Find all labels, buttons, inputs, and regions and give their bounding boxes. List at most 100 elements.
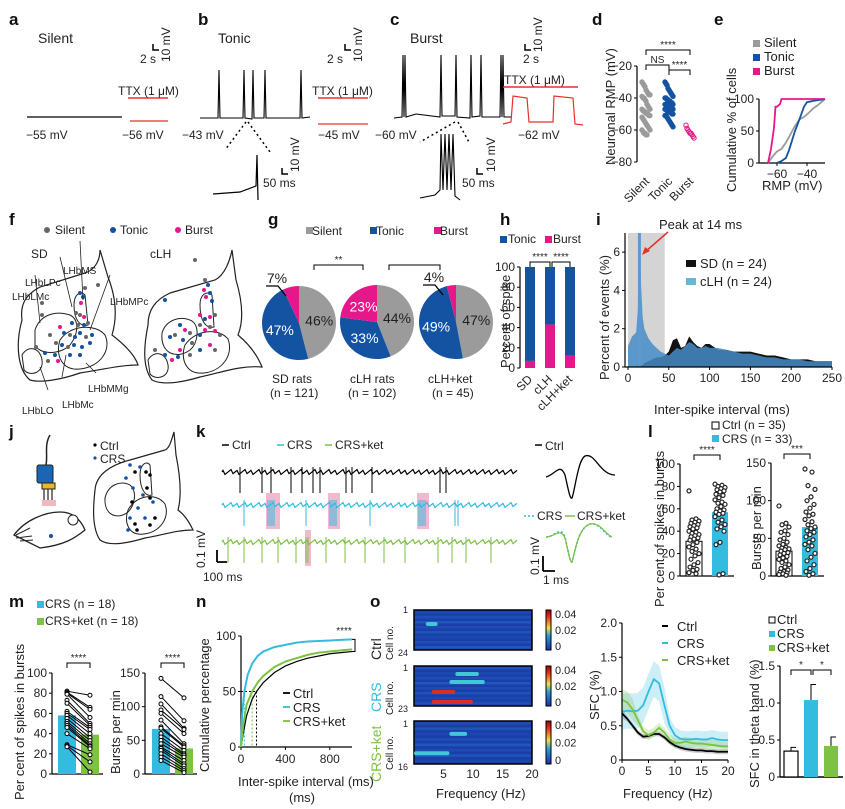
panel-c-traces — [393, 44, 584, 201]
o-sfc-xlabel: Frequency (Hz) — [623, 786, 713, 801]
g-legend-tonic: Tonic — [376, 224, 405, 238]
l1-point — [687, 537, 693, 543]
panel-b-traces — [200, 44, 368, 201]
n-xlabel-units: (ms) — [289, 790, 315, 805]
l1-point — [692, 553, 698, 559]
f-dot-clh — [173, 333, 177, 337]
o-theta-legend-swatch — [769, 631, 775, 637]
d-sig-1 — [645, 49, 691, 55]
f-dot-sd — [76, 323, 80, 327]
l-legend-crs: CRS (n = 33) — [722, 432, 793, 446]
d-point-silent — [647, 106, 653, 112]
l2-point — [805, 547, 811, 553]
o-theta-ytick-label: 1.5 — [758, 659, 775, 673]
f-dot-clh — [193, 258, 197, 262]
n-ytick-label: 50 — [223, 685, 237, 699]
j-dot — [153, 516, 157, 520]
j-dot — [138, 465, 142, 469]
o-y3-first: 1 — [403, 719, 409, 729]
ttx-label-b: TTX (1 μM) — [312, 84, 373, 98]
ttx-baseline-c: −62 mV — [518, 128, 560, 142]
f-dot-sd — [80, 345, 84, 349]
o-heatmap-row — [415, 702, 531, 705]
f-dot-sd — [78, 331, 82, 335]
m1-pair-line — [66, 692, 91, 710]
o-heatmap-xtick-label: 20 — [525, 767, 539, 781]
g-sig-1 — [313, 264, 364, 270]
g-legend-swatch — [434, 227, 441, 234]
chart-l: 0 20 40 60 80 100 **** 0 50 100 150 *** — [655, 444, 824, 583]
k-legend-crsket: CRS+ket — [335, 438, 384, 452]
panel-label-l: l — [648, 422, 653, 441]
k-wave-crsket-label: CRS+ket — [577, 509, 626, 523]
o-sfc-xtick-label: 15 — [695, 764, 709, 778]
l2-point — [806, 572, 812, 578]
d-sig-1-label: **** — [660, 40, 676, 51]
panel-a-traces — [27, 44, 168, 122]
h-bar-burst — [525, 360, 535, 368]
f-dot-sd — [53, 353, 57, 357]
m1-pair-line — [66, 727, 91, 748]
l2-point — [807, 505, 813, 511]
m2-ytick-label: 150 — [120, 666, 140, 680]
i-ytick-label: 4 — [613, 283, 620, 297]
o-heatmap-row — [415, 626, 531, 629]
m2-point — [158, 710, 164, 716]
m2-sig — [160, 662, 185, 668]
o-heatmap-row — [415, 616, 531, 619]
i-annotation-arrowhead — [642, 247, 650, 255]
f-dot-sd — [60, 343, 64, 347]
f-dot-sd — [34, 345, 38, 349]
o-sfc-ylabel: SFC (%) — [587, 670, 602, 720]
g-pie3-label-silent: 47% — [462, 312, 490, 328]
o-heatmap-row — [415, 677, 531, 680]
o-theta-ylabel: SFC in theta band (%) — [747, 659, 762, 788]
o-colorbar-tick: 0.04 — [555, 665, 576, 677]
l1-point — [686, 488, 692, 494]
o-heatmap-xtick-label: 5 — [440, 767, 447, 781]
d-sig-2 — [645, 64, 670, 70]
i-xtick-label: 50 — [662, 371, 676, 385]
f-dot-clh — [198, 323, 202, 327]
h-ytick-label: 0 — [508, 361, 515, 375]
e-ytick-label: 0 — [747, 156, 754, 170]
d-sig-2-label: NS — [651, 55, 665, 66]
l1-ytick-label: 40 — [662, 524, 676, 538]
o-heatmap-row — [415, 722, 531, 725]
j-dot — [151, 500, 155, 504]
f-dot-sd — [70, 321, 74, 325]
o-theta-sig-2 — [812, 669, 832, 675]
g-pie2-label-burst: 23% — [350, 299, 378, 315]
f-dot-sd — [74, 311, 78, 315]
m1-ytick-label: 60 — [34, 706, 48, 720]
panel-label-b: b — [198, 10, 209, 29]
m2-ytick-label: 50 — [127, 733, 141, 747]
f-dot-sd — [73, 335, 77, 339]
h-legend-burst: Burst — [553, 232, 582, 246]
l2-ytick-label: 100 — [746, 494, 766, 508]
o-heatmap-row — [415, 738, 531, 741]
n-xtick-label: 400 — [275, 752, 295, 766]
o-colorbar-tick: 0 — [555, 755, 561, 767]
j-legend-crs: CRS — [100, 452, 126, 466]
l2-sig-label: *** — [791, 444, 803, 455]
l1-point — [686, 570, 692, 576]
h-sig-2 — [551, 261, 571, 267]
scale-time-a: 2 s — [140, 52, 157, 66]
l2-point — [809, 543, 815, 549]
m2-pair-line — [160, 747, 185, 765]
panel-label-k: k — [196, 422, 206, 441]
e-legend-swatch — [753, 68, 760, 75]
j-dot — [128, 463, 132, 467]
l1-point — [717, 539, 723, 546]
o-theta-legend-label: Ctrl — [777, 612, 797, 627]
g-pie2-slice-burst — [340, 285, 377, 322]
l1-point — [720, 492, 726, 498]
m1-pair-line — [66, 693, 91, 718]
m1-pair-line — [66, 715, 91, 734]
f-dot-clh — [208, 343, 212, 347]
l1-point — [688, 556, 694, 562]
f-dot-clh — [176, 355, 180, 359]
